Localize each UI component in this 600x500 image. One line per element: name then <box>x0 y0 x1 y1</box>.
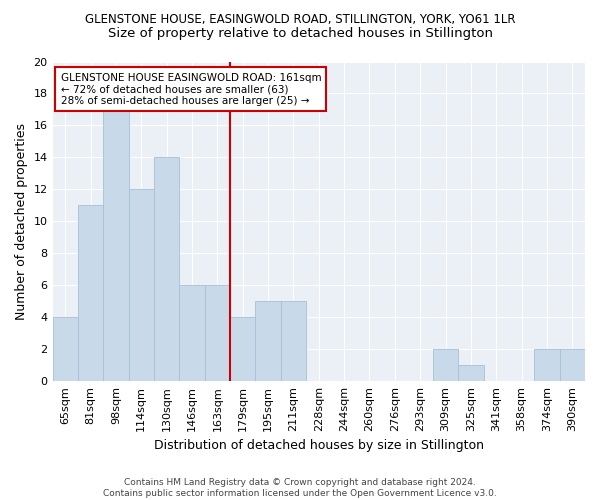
Text: GLENSTONE HOUSE EASINGWOLD ROAD: 161sqm
← 72% of detached houses are smaller (63: GLENSTONE HOUSE EASINGWOLD ROAD: 161sqm … <box>61 72 321 106</box>
Bar <box>433 349 458 381</box>
Bar <box>103 110 128 381</box>
Bar <box>230 317 256 381</box>
Text: GLENSTONE HOUSE, EASINGWOLD ROAD, STILLINGTON, YORK, YO61 1LR: GLENSTONE HOUSE, EASINGWOLD ROAD, STILLI… <box>85 12 515 26</box>
X-axis label: Distribution of detached houses by size in Stillington: Distribution of detached houses by size … <box>154 440 484 452</box>
Bar <box>560 349 585 381</box>
Bar <box>458 365 484 381</box>
Bar <box>128 190 154 381</box>
Text: Size of property relative to detached houses in Stillington: Size of property relative to detached ho… <box>107 28 493 40</box>
Bar <box>534 349 560 381</box>
Bar <box>78 206 103 381</box>
Bar <box>179 286 205 381</box>
Bar <box>205 286 230 381</box>
Bar <box>256 302 281 381</box>
Bar <box>53 317 78 381</box>
Bar <box>281 302 306 381</box>
Y-axis label: Number of detached properties: Number of detached properties <box>15 123 28 320</box>
Text: Contains HM Land Registry data © Crown copyright and database right 2024.
Contai: Contains HM Land Registry data © Crown c… <box>103 478 497 498</box>
Bar <box>154 158 179 381</box>
